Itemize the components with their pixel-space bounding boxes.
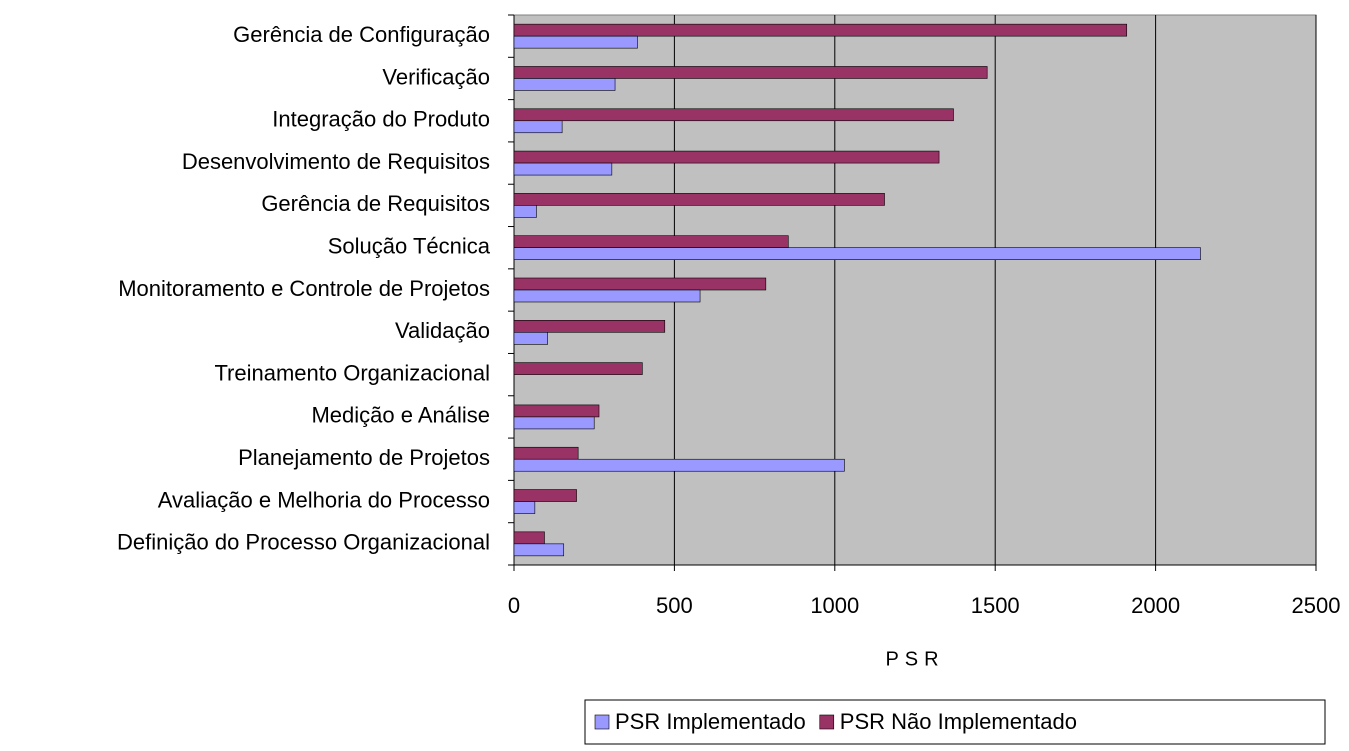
y-tick-label: Treinamento Organizacional (214, 360, 490, 385)
bar (513, 404, 600, 418)
bar (513, 35, 638, 49)
bar (513, 458, 845, 472)
y-tick-label: Definição do Processo Organizacional (117, 530, 490, 555)
bar (513, 446, 579, 460)
bar (513, 501, 536, 514)
bar (513, 362, 643, 375)
y-tick-label: Verificação (382, 64, 490, 89)
bar (513, 277, 767, 291)
bar (513, 332, 548, 345)
bar (513, 162, 613, 176)
x-tick-label: 2000 (1131, 593, 1180, 618)
bar (513, 78, 616, 91)
bar (513, 66, 988, 79)
legend-label: PSR Implementado (615, 709, 806, 734)
legend-swatch (819, 714, 835, 730)
bar (513, 150, 940, 164)
bar (513, 489, 577, 502)
x-tick-label: 0 (508, 593, 520, 618)
y-tick-label: Integração do Produto (272, 107, 490, 132)
y-tick-label: Solução Técnica (328, 234, 491, 259)
y-tick-label: Monitoramento e Controle de Projetos (118, 276, 490, 301)
legend-box (584, 699, 1326, 745)
x-tick-label: 1500 (971, 593, 1020, 618)
bar (513, 23, 1128, 37)
x-tick-label: 2500 (1292, 593, 1341, 618)
bar (513, 108, 954, 122)
bar (513, 320, 666, 333)
y-tick-label: Gerência de Requisitos (261, 191, 490, 216)
y-tick-label: Medição e Análise (311, 403, 490, 428)
bar (513, 289, 701, 303)
bar (513, 205, 537, 218)
x-tick-label: 500 (656, 593, 693, 618)
bar (513, 120, 563, 134)
bar (513, 235, 789, 248)
bar (513, 543, 565, 557)
legend-swatch (594, 714, 610, 730)
bar (513, 416, 595, 430)
y-tick-label: Gerência de Configuração (233, 22, 490, 47)
y-tick-label: Validação (395, 318, 490, 343)
bar (513, 247, 1201, 260)
bar (513, 531, 545, 545)
x-tick-label: 1000 (810, 593, 859, 618)
y-tick-label: Avaliação e Melhoria do Processo (158, 487, 490, 512)
y-tick-label: Desenvolvimento de Requisitos (182, 149, 490, 174)
legend-label: PSR Não Implementado (840, 709, 1077, 734)
y-tick-label: Planejamento de Projetos (238, 445, 490, 470)
bar (513, 193, 885, 206)
x-axis-title: PSR (885, 648, 944, 670)
